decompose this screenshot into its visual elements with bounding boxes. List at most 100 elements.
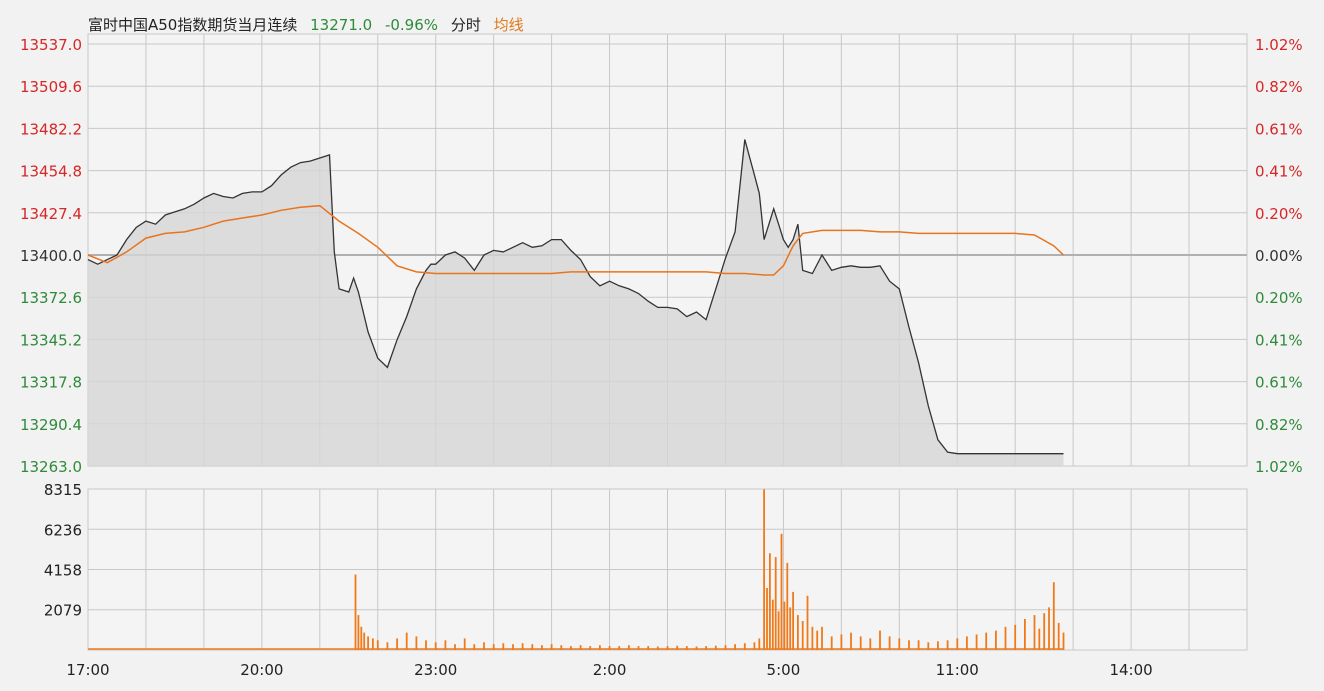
volume-bar: [512, 644, 514, 650]
volume-bar: [869, 638, 872, 650]
volume-bar: [771, 599, 774, 650]
volume-bar: [898, 638, 901, 650]
percent-tick-label: 1.02%: [1255, 36, 1303, 54]
volume-bar: [1062, 632, 1065, 650]
volume-bar: [483, 642, 485, 650]
volume-bar: [859, 636, 862, 650]
volume-bar: [454, 644, 456, 650]
percent-tick-label: 0.41%: [1255, 331, 1303, 349]
time-tick-label: 2:00: [593, 661, 627, 679]
percent-tick-label: 1.02%: [1255, 458, 1303, 476]
time-tick-label: 17:00: [66, 661, 109, 679]
percent-tick-label: 0.00%: [1255, 247, 1303, 265]
volume-tick-label: 8315: [44, 481, 82, 499]
volume-bar: [801, 621, 804, 650]
percent-tick-label: 0.41%: [1255, 163, 1303, 181]
volume-bar: [1024, 619, 1026, 650]
volume-bar: [714, 645, 717, 650]
last-price: 13271.0: [310, 16, 373, 34]
volume-bar: [806, 595, 809, 650]
volume-bar: [966, 636, 968, 650]
volume-bar: [434, 642, 437, 650]
volume-bar: [830, 636, 833, 650]
price-tick-label: 13290.4: [20, 416, 82, 434]
volume-bar: [1043, 613, 1046, 650]
volume-bar: [956, 638, 959, 650]
price-tick-label: 13537.0: [20, 36, 82, 54]
volume-bar: [676, 645, 679, 650]
instrument-name: 富时中国A50指数期货当月连续: [88, 16, 298, 34]
volume-bar: [908, 640, 910, 650]
volume-bar: [1048, 607, 1050, 650]
volume-bar: [463, 638, 466, 650]
volume-bar: [734, 644, 736, 650]
volume-bar: [357, 615, 360, 650]
volume-bar: [473, 644, 476, 650]
volume-bar: [888, 636, 891, 650]
volume-bar: [821, 626, 823, 650]
volume-bar: [521, 643, 524, 650]
volume-bar: [1052, 582, 1055, 650]
volume-bar: [763, 489, 765, 650]
volume-tick-label: 4158: [44, 561, 82, 579]
volume-bar: [386, 642, 389, 650]
mode-label[interactable]: 分时: [450, 16, 481, 34]
volume-bar: [1057, 622, 1060, 650]
volume-bar: [502, 643, 505, 650]
price-tick-label: 13372.6: [20, 289, 82, 307]
volume-bar: [666, 646, 669, 650]
volume-bar: [531, 644, 534, 650]
volume-bar: [579, 645, 582, 650]
volume-bar: [685, 646, 688, 650]
percent-tick-label: 0.20%: [1255, 289, 1303, 307]
volume-bar: [705, 646, 707, 650]
volume-bar: [637, 646, 640, 650]
price-tick-label: 13400.0: [20, 247, 82, 265]
percent-tick-label: 0.82%: [1255, 78, 1303, 96]
price-tick-label: 13509.6: [20, 78, 82, 96]
volume-bar: [647, 646, 650, 650]
percent-tick-label: 0.61%: [1255, 374, 1303, 392]
volume-bar: [415, 636, 418, 650]
volume-bar: [628, 645, 630, 650]
volume-bar: [396, 638, 398, 650]
volume-bar: [376, 640, 379, 650]
volume-tick-label: 2079: [44, 602, 82, 620]
volume-tick-label: 6236: [44, 521, 82, 539]
volume-bar: [1004, 626, 1007, 650]
volume-bar: [937, 641, 939, 650]
volume-bar: [541, 645, 543, 650]
volume-bar: [985, 632, 988, 650]
price-tick-label: 13345.2: [20, 331, 82, 349]
volume-bar: [753, 642, 756, 650]
price-line[interactable]: [87, 139, 1064, 455]
avg-line-label[interactable]: 均线: [493, 16, 524, 34]
avg-line[interactable]: [87, 204, 1065, 276]
time-tick-label: 5:00: [767, 661, 801, 679]
volume-bar: [1014, 624, 1017, 650]
change-percent: -0.96%: [384, 16, 439, 34]
volume-bar: [618, 646, 621, 650]
volume-bar: [492, 644, 495, 650]
volume-bar: [599, 645, 601, 650]
volume-bar: [786, 562, 789, 650]
time-tick-label: 11:00: [936, 661, 979, 679]
price-tick-label: 13263.0: [20, 458, 82, 476]
volume-bar: [758, 638, 761, 650]
volume-bar: [995, 630, 997, 650]
volume-bar: [363, 632, 366, 650]
volume-bar: [766, 588, 768, 650]
volume-bar: [975, 634, 978, 650]
volume-bar: [879, 630, 881, 650]
volume-bar: [608, 646, 611, 650]
volume-bar: [816, 630, 819, 650]
chart-header: 富时中国A50指数期货当月连续 13271.0 -0.96% 分时 均线: [88, 14, 532, 35]
volume-bar: [946, 640, 949, 650]
volume-bar: [840, 634, 843, 650]
volume-bar: [570, 646, 572, 650]
volume-bar: [777, 611, 780, 650]
price-tick-label: 13454.8: [20, 163, 82, 181]
time-tick-label: 20:00: [240, 661, 283, 679]
